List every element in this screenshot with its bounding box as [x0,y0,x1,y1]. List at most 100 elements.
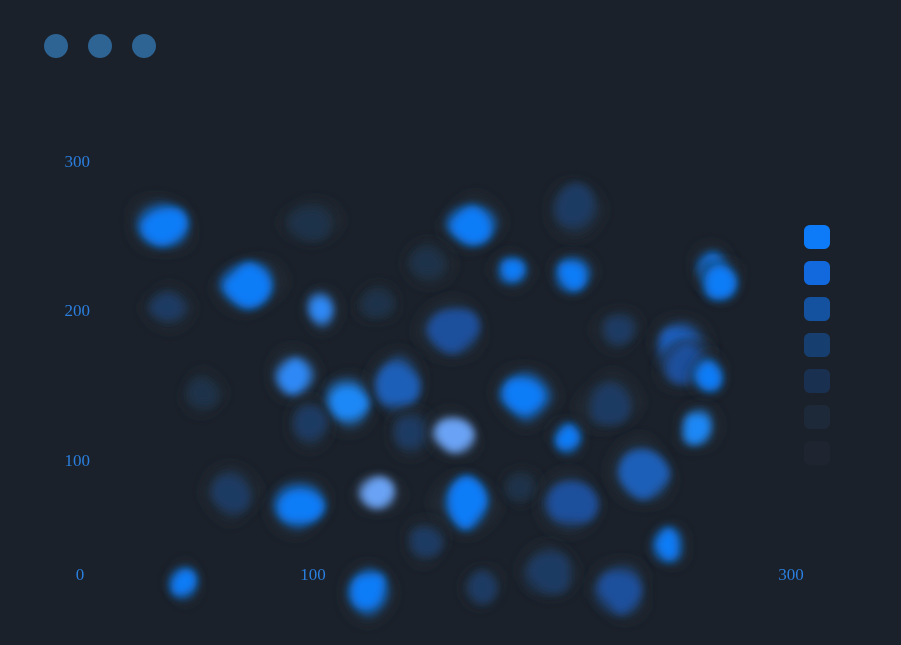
density-blob [290,397,329,450]
density-blob [406,241,454,286]
colorbar-swatch-7[interactable] [804,441,830,465]
x-tick-label: 300 [778,565,804,584]
blob-core [449,205,492,246]
blob-core [411,249,444,276]
density-blob [344,563,394,624]
blob-core [278,358,310,395]
blob-core [189,379,217,406]
blob-core [426,309,480,353]
density-blob [322,374,373,434]
density-blob [494,366,558,429]
blob-core [328,385,370,420]
blob-core [350,573,385,610]
blob-core [655,527,679,561]
density-blob [357,284,396,320]
plot-svg [131,181,740,624]
density-blob [407,519,445,565]
blob-core [361,477,395,508]
colorbar-swatch-2[interactable] [804,261,830,285]
blob-core [502,377,546,415]
blob-core [211,476,250,512]
blob-core [140,207,189,246]
blob-core [555,424,580,450]
blob-core [223,262,272,309]
colorbar-swatch-6[interactable] [804,405,830,429]
colorbar-swatch-1[interactable] [804,225,830,249]
density-blob [594,310,641,352]
blob-core [149,293,183,320]
status-dot-2[interactable] [88,34,112,58]
density-blob [131,198,192,252]
blob-core [448,475,488,530]
colorbar-swatch-3[interactable] [804,297,830,321]
density-blob [269,478,329,536]
blob-core [684,414,711,445]
blob-core [309,296,333,323]
density-blob [491,252,533,291]
blob-core [171,568,197,596]
blob-core [501,258,526,282]
blob-core [558,261,587,292]
y-tick-label: 100 [64,451,91,470]
blob-core [547,481,598,522]
density-blob [550,421,582,458]
x-tick-label: 0 [75,565,85,584]
status-dot-3[interactable] [132,34,156,58]
density-blob [539,470,600,535]
density-blob [167,561,198,603]
status-dots [44,34,156,58]
blob-core [705,264,737,300]
colorbar-swatch-5[interactable] [804,369,830,393]
density-blob [679,405,720,449]
blob-core [375,362,420,405]
blob-core [435,418,475,453]
density-blob [368,350,422,419]
y-tick-label: 200 [64,301,91,320]
blob-core [411,528,443,557]
density-blob [590,560,645,620]
density-blob [281,201,341,243]
blob-core [289,209,330,240]
density-blob [431,473,500,536]
blob-core [396,418,425,447]
density-blob [271,347,319,400]
density-blob [417,298,482,359]
density-blob [699,262,740,302]
blob-core [598,571,642,614]
blob-core [528,553,569,594]
density-blob [553,253,595,295]
density-blob [184,371,225,414]
x-tick-label: 100 [300,565,326,584]
density-blob [428,410,478,457]
blob-core [363,291,394,317]
density-blob [441,194,504,249]
blob-core [695,360,722,391]
density-blob [520,543,578,597]
density-blob [143,285,193,330]
density-blob [504,470,540,505]
density-blob-plot [120,175,792,624]
density-blob [690,351,724,394]
y-tick-label: 300 [64,152,91,171]
density-blob [608,436,673,505]
blob-core [469,571,497,604]
status-dot-1[interactable] [44,34,68,58]
colorbar-swatch-4[interactable] [804,333,830,357]
density-blob [464,568,500,607]
blob-core [605,317,632,343]
density-blob [204,465,260,523]
blob-core [277,488,325,524]
density-blob [355,476,403,512]
density-blob [391,409,434,458]
density-blob [214,259,286,314]
density-colorbar[interactable] [804,225,830,465]
density-blob [651,525,686,566]
blob-core [592,383,630,425]
density-blob [306,289,340,333]
density-blob [577,372,642,429]
blob-core [295,406,327,439]
blob-core [618,449,670,499]
blob-core [556,183,593,226]
blob-core [508,476,533,498]
